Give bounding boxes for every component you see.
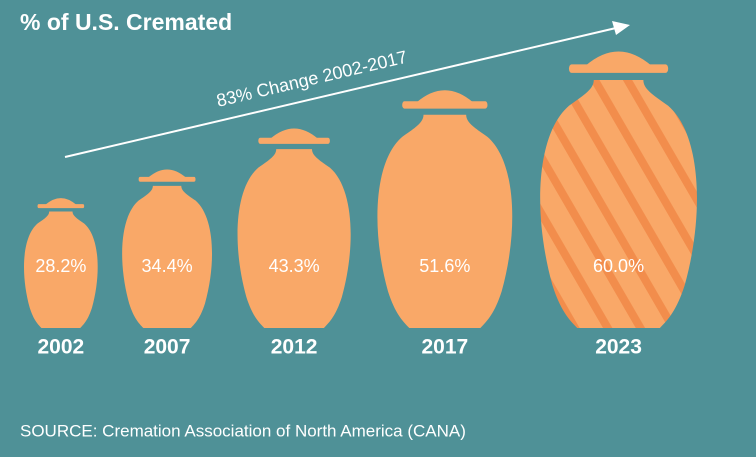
urn [24,198,98,328]
urn-body [377,114,513,328]
urn-lid-rim [138,176,196,182]
urn-lid-rim [568,64,669,73]
value-label: 60.0% [593,256,644,276]
value-label: 51.6% [419,256,470,276]
urn-lid-rim [402,101,488,109]
urn-lid [585,51,652,66]
category-label: 2012 [271,336,318,359]
category-label: 2023 [595,336,642,359]
urn-body [237,149,351,328]
urn-lid-rim [258,137,330,144]
urn-body [540,80,697,329]
urn-lid-rim [37,204,85,209]
urn-body [122,185,213,328]
urn [122,169,213,328]
urn [377,90,513,328]
value-label: 28.2% [35,256,86,276]
trend-arrow [64,27,617,158]
urn-lid [45,198,77,205]
value-label: 43.3% [269,256,320,276]
urn-lid [148,169,187,178]
category-label: 2002 [37,336,84,359]
value-label: 34.4% [142,256,193,276]
category-label: 2007 [144,336,191,359]
urn-lid [416,90,474,103]
urn-body [24,211,98,328]
urn-lid [270,128,318,139]
urn [237,128,351,328]
urn [540,51,697,329]
arrow-head [612,21,630,35]
chart-title: % of U.S. Cremated [20,9,232,35]
source: SOURCE: Cremation Association of North A… [20,421,466,440]
category-label: 2017 [421,336,468,359]
